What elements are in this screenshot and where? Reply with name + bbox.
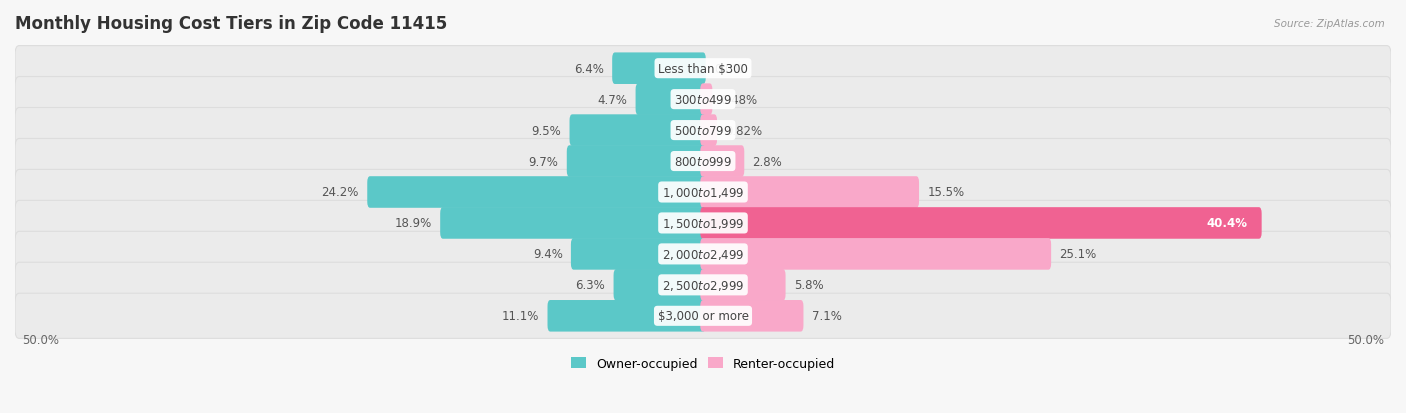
Text: 4.7%: 4.7%	[598, 93, 627, 107]
FancyBboxPatch shape	[15, 47, 1391, 92]
Text: 9.4%: 9.4%	[533, 248, 562, 261]
FancyBboxPatch shape	[15, 294, 1391, 339]
Text: 7.1%: 7.1%	[811, 310, 842, 323]
Text: $1,000 to $1,499: $1,000 to $1,499	[662, 185, 744, 199]
Text: $500 to $799: $500 to $799	[673, 124, 733, 137]
Text: 0.0%: 0.0%	[714, 62, 744, 76]
FancyBboxPatch shape	[15, 201, 1391, 246]
FancyBboxPatch shape	[15, 170, 1391, 215]
FancyBboxPatch shape	[547, 300, 706, 332]
FancyBboxPatch shape	[367, 177, 706, 208]
Text: 2.8%: 2.8%	[752, 155, 782, 168]
FancyBboxPatch shape	[700, 269, 786, 301]
Text: 50.0%: 50.0%	[22, 333, 59, 346]
FancyBboxPatch shape	[571, 239, 706, 270]
Text: 25.1%: 25.1%	[1059, 248, 1097, 261]
FancyBboxPatch shape	[612, 53, 706, 85]
Text: 11.1%: 11.1%	[502, 310, 540, 323]
Text: $300 to $499: $300 to $499	[673, 93, 733, 107]
Text: Monthly Housing Cost Tiers in Zip Code 11415: Monthly Housing Cost Tiers in Zip Code 1…	[15, 15, 447, 33]
FancyBboxPatch shape	[700, 84, 713, 116]
FancyBboxPatch shape	[15, 77, 1391, 122]
Text: 5.8%: 5.8%	[794, 279, 824, 292]
Text: Less than $300: Less than $300	[658, 62, 748, 76]
Text: Source: ZipAtlas.com: Source: ZipAtlas.com	[1274, 19, 1385, 28]
FancyBboxPatch shape	[569, 115, 706, 147]
FancyBboxPatch shape	[700, 177, 920, 208]
FancyBboxPatch shape	[15, 232, 1391, 277]
FancyBboxPatch shape	[636, 84, 706, 116]
Legend: Owner-occupied, Renter-occupied: Owner-occupied, Renter-occupied	[567, 352, 839, 375]
Text: 0.82%: 0.82%	[725, 124, 762, 137]
Text: 6.3%: 6.3%	[575, 279, 606, 292]
Text: 15.5%: 15.5%	[928, 186, 965, 199]
FancyBboxPatch shape	[700, 115, 717, 147]
Text: 0.48%: 0.48%	[721, 93, 758, 107]
FancyBboxPatch shape	[613, 269, 706, 301]
FancyBboxPatch shape	[15, 263, 1391, 308]
Text: 40.4%: 40.4%	[1206, 217, 1249, 230]
FancyBboxPatch shape	[700, 146, 744, 178]
FancyBboxPatch shape	[15, 139, 1391, 184]
Text: 18.9%: 18.9%	[395, 217, 432, 230]
FancyBboxPatch shape	[700, 300, 803, 332]
Text: 9.5%: 9.5%	[531, 124, 561, 137]
Text: $2,500 to $2,999: $2,500 to $2,999	[662, 278, 744, 292]
FancyBboxPatch shape	[700, 208, 1261, 239]
FancyBboxPatch shape	[567, 146, 706, 178]
FancyBboxPatch shape	[700, 239, 1052, 270]
FancyBboxPatch shape	[440, 208, 706, 239]
Text: 24.2%: 24.2%	[322, 186, 359, 199]
FancyBboxPatch shape	[15, 108, 1391, 153]
Text: $3,000 or more: $3,000 or more	[658, 310, 748, 323]
Text: $2,000 to $2,499: $2,000 to $2,499	[662, 247, 744, 261]
Text: $1,500 to $1,999: $1,500 to $1,999	[662, 216, 744, 230]
Text: 50.0%: 50.0%	[1347, 333, 1384, 346]
Text: $800 to $999: $800 to $999	[673, 155, 733, 168]
Text: 6.4%: 6.4%	[574, 62, 605, 76]
Text: 9.7%: 9.7%	[529, 155, 558, 168]
